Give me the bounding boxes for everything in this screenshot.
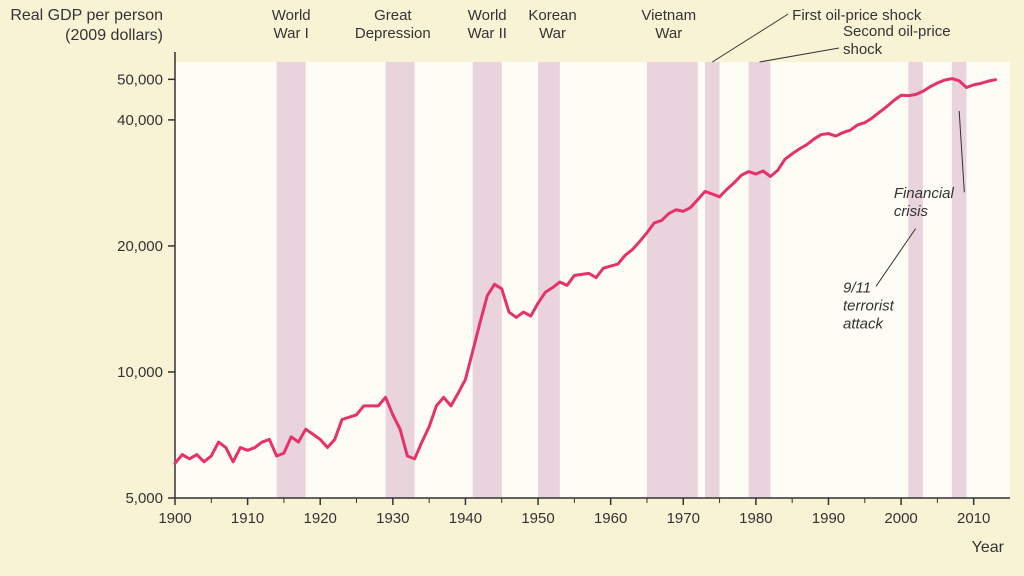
- x-tick-label: 1900: [158, 510, 191, 527]
- y-axis-subtitle: (2009 dollars): [65, 27, 163, 44]
- event-label: First oil-price shock: [792, 7, 922, 24]
- y-tick-label: 50,000: [117, 71, 163, 88]
- x-tick-label: 2010: [957, 510, 990, 527]
- x-tick-label: 1960: [594, 510, 627, 527]
- x-tick-label: 1940: [449, 510, 482, 527]
- x-tick-label: 1920: [304, 510, 337, 527]
- inline-event-label: terrorist: [843, 297, 895, 314]
- y-tick-label: 5,000: [125, 490, 163, 507]
- event-band: [277, 62, 306, 498]
- event-label: Vietnam: [641, 7, 696, 24]
- x-tick-label: 1910: [231, 510, 264, 527]
- y-axis-title: Real GDP per person: [10, 7, 163, 24]
- y-tick-label: 20,000: [117, 238, 163, 255]
- x-tick-label: 1990: [812, 510, 845, 527]
- y-tick-label: 40,000: [117, 112, 163, 129]
- x-tick-label: 1970: [667, 510, 700, 527]
- inline-event-label: attack: [843, 315, 885, 332]
- x-tick-label: 1950: [521, 510, 554, 527]
- event-band: [473, 62, 502, 498]
- event-band: [647, 62, 698, 498]
- event-label: World: [468, 7, 507, 24]
- event-label: Great: [374, 7, 412, 24]
- event-band: [908, 62, 923, 498]
- event-label: Depression: [355, 25, 431, 42]
- event-label: War: [539, 25, 566, 42]
- x-tick-label: 1980: [739, 510, 772, 527]
- inline-event-label: Financial: [894, 185, 955, 202]
- event-label: War: [655, 25, 682, 42]
- inline-event-label: 9/11: [843, 279, 871, 296]
- event-label: Korean: [528, 7, 576, 24]
- event-band: [705, 62, 720, 498]
- x-axis-title: Year: [972, 539, 1005, 556]
- event-label: War I: [274, 25, 309, 42]
- event-label: shock: [843, 41, 883, 58]
- event-label: World: [272, 7, 311, 24]
- inline-event-label: crisis: [894, 203, 929, 220]
- event-band: [749, 62, 771, 498]
- gdp-chart: 1900 1910 1920 1930 1940 1950 1960 1970 1980 1990…: [0, 0, 1024, 576]
- x-tick-label: 1930: [376, 510, 409, 527]
- y-tick-label: 10,000: [117, 364, 163, 381]
- event-band: [952, 62, 967, 498]
- event-band: [538, 62, 560, 498]
- event-label: War II: [467, 25, 506, 42]
- event-label: Second oil-price: [843, 23, 951, 40]
- x-tick-label: 2000: [884, 510, 917, 527]
